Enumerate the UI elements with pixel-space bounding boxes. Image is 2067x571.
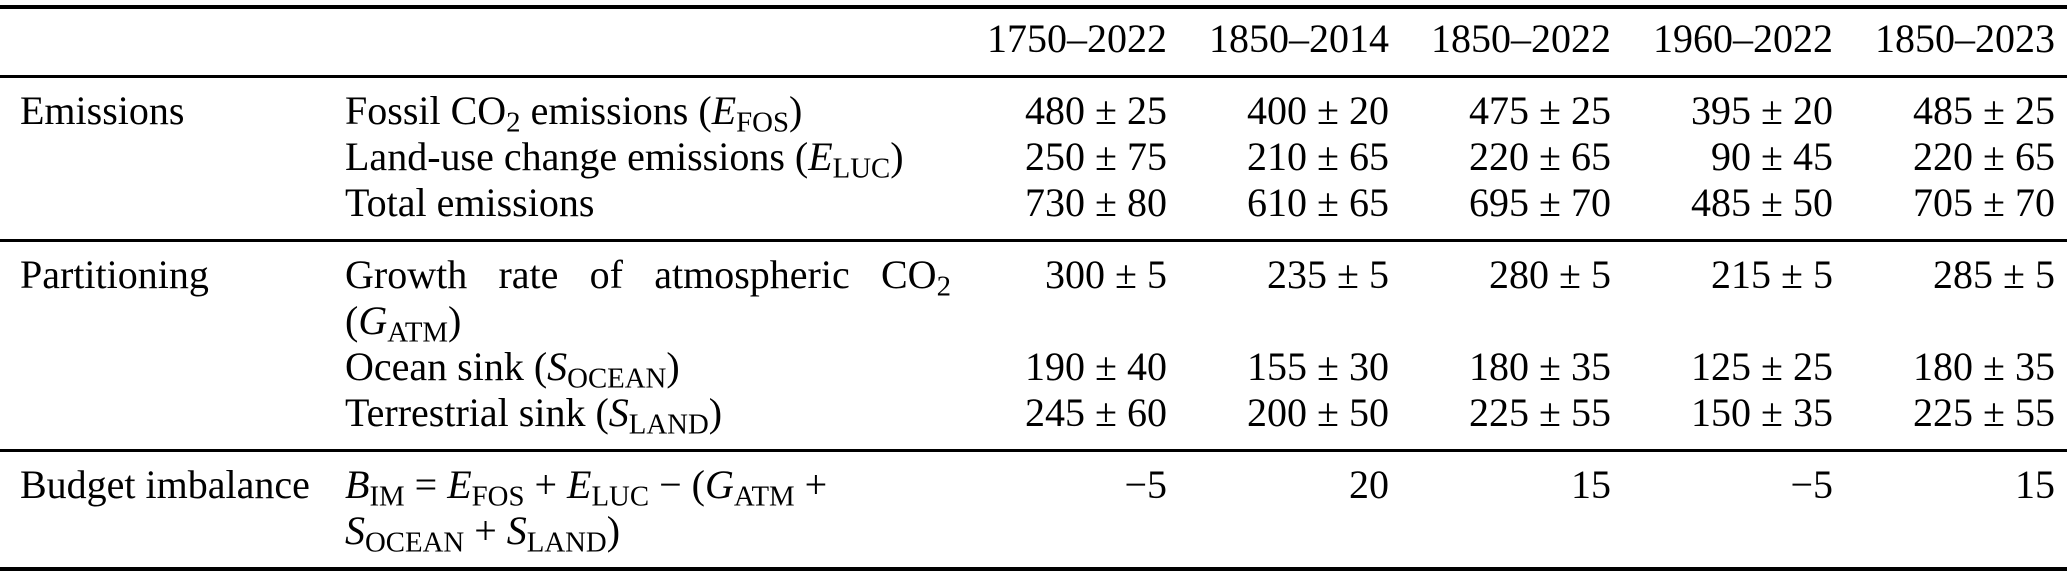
value-cell: 20 (1349, 462, 1389, 507)
table-row: Emissions Fossil CO2 emissions (EFOS) 48… (0, 77, 2067, 139)
value-cell: 480 ± 25 (1025, 88, 1167, 133)
value-cell: 245 ± 60 (1025, 390, 1167, 435)
row-label-terrestrial-sink: Terrestrial sink (SLAND) (345, 390, 723, 441)
math-var: E (711, 88, 737, 133)
row-label-line-2: (GATM) (345, 298, 462, 349)
value-cell: 150 ± 35 (1691, 390, 1833, 435)
subscript: LAND (526, 526, 607, 559)
row-label-total-emissions: Total emissions (345, 180, 595, 225)
math-var: S (608, 390, 629, 435)
value-cell: 400 ± 20 (1247, 88, 1389, 133)
math-var: S (547, 344, 568, 389)
math-var: G (358, 298, 388, 343)
value-cell: 250 ± 75 (1025, 134, 1167, 179)
value-cell: 225 ± 55 (1913, 390, 2055, 435)
value-cell: 155 ± 30 (1247, 344, 1389, 389)
value-cell: 180 ± 35 (1913, 344, 2055, 389)
subscript: IM (369, 480, 405, 513)
value-cell: 200 ± 50 (1247, 390, 1389, 435)
value-cell: 15 (2015, 462, 2055, 507)
formula-line-1: BIM = EFOS + ELUC − (GATM + (345, 462, 828, 513)
formula-line-2: SOCEAN + SLAND) (345, 508, 621, 559)
column-header-1750-2022: 1750–2022 (987, 16, 1167, 61)
value-cell: 395 ± 20 (1691, 88, 1833, 133)
row-label-fossil-co2-emissions: Fossil CO2 emissions (EFOS) (345, 88, 803, 139)
value-cell: 695 ± 70 (1469, 180, 1611, 225)
math-var: G (704, 462, 734, 507)
table-row: Ocean sink (SOCEAN) 190 ± 40 155 ± 30 18… (0, 344, 2067, 395)
row-label-growth-rate-atmospheric-co2: Growth rate of atmospheric CO2 (GATM) (345, 241, 957, 349)
math-var: E (808, 134, 833, 179)
word: Growth (345, 252, 468, 297)
table-row: Total emissions 730 ± 80 610 ± 65 695 ± … (0, 180, 2067, 241)
value-cell: 730 ± 80 (1025, 180, 1167, 225)
column-header-1850-2022: 1850–2022 (1431, 16, 1611, 61)
subscript: FOS (736, 106, 789, 139)
section-label: Budget imbalance (20, 462, 310, 507)
value-cell: 485 ± 50 (1691, 180, 1833, 225)
header-spacer-section (0, 7, 345, 77)
word: rate (498, 252, 559, 297)
subscript: FOS (471, 480, 525, 513)
value-cell: 210 ± 65 (1247, 134, 1389, 179)
value-cell: −5 (1124, 462, 1167, 507)
value-cell: 220 ± 65 (1469, 134, 1611, 179)
header-spacer-label (345, 7, 957, 77)
value-cell: 190 ± 40 (1025, 344, 1167, 389)
table-row: Partitioning Growth rate of atmospheric CO2 … (0, 241, 2067, 349)
row-label-budget-imbalance-formula: BIM = EFOS + ELUC − (GATM + SOCEAN + SLA… (345, 451, 957, 570)
table-row: Land-use change emissions (ELUC) 250 ± 7… (0, 134, 2067, 185)
word: CO2 (881, 252, 951, 303)
section-label: Emissions (20, 88, 185, 133)
word: of (589, 252, 623, 297)
row-label-line-1: Growth rate of atmospheric CO2 (345, 252, 951, 303)
subscript: OCEAN (365, 526, 465, 559)
section-budget-imbalance: Budget imbalance BIM = EFOS + ELUC − (GA… (0, 450, 2067, 570)
section-emissions: Emissions Fossil CO2 emissions (EFOS) 48… (0, 77, 2067, 241)
subscript: LUC (591, 480, 650, 513)
math-var: E (447, 462, 472, 507)
row-label-land-use-change-emissions: Land-use change emissions (ELUC) (345, 134, 904, 185)
value-cell: 300 ± 5 (1045, 252, 1167, 297)
column-header-1850-2023: 1850–2023 (1875, 16, 2055, 61)
word: atmospheric (654, 252, 850, 297)
column-header-1850-2014: 1850–2014 (1209, 16, 1389, 61)
math-var: S (345, 508, 365, 553)
value-cell: 285 ± 5 (1933, 252, 2055, 297)
value-cell: 705 ± 70 (1913, 180, 2055, 225)
section-label: Partitioning (20, 252, 209, 297)
column-header-1960-2022: 1960–2022 (1653, 16, 1833, 61)
subscript: OCEAN (567, 362, 667, 395)
table-row: Budget imbalance BIM = EFOS + ELUC − (GA… (0, 451, 2067, 570)
math-var: B (345, 462, 370, 507)
value-cell: 220 ± 65 (1913, 134, 2055, 179)
subscript: LUC (832, 152, 891, 185)
value-cell: 125 ± 25 (1691, 344, 1833, 389)
value-cell: 225 ± 55 (1469, 390, 1611, 435)
subscript: LAND (628, 408, 709, 441)
value-cell: 90 ± 45 (1711, 134, 1833, 179)
subscript: 2 (936, 270, 951, 303)
value-cell: −5 (1790, 462, 1833, 507)
table-header: 1750–2022 1850–2014 1850–2022 1960–2022 … (0, 7, 2067, 77)
subscript: ATM (733, 480, 795, 513)
math-var: E (567, 462, 592, 507)
value-cell: 610 ± 65 (1247, 180, 1389, 225)
section-partitioning: Partitioning Growth rate of atmospheric CO2 … (0, 240, 2067, 451)
value-cell: 15 (1571, 462, 1611, 507)
subscript: 2 (506, 106, 521, 139)
value-cell: 235 ± 5 (1267, 252, 1389, 297)
value-cell: 215 ± 5 (1711, 252, 1833, 297)
math-var: S (506, 508, 527, 553)
row-label-ocean-sink: Ocean sink (SOCEAN) (345, 344, 680, 395)
header-row: 1750–2022 1850–2014 1850–2022 1960–2022 … (0, 7, 2067, 77)
carbon-budget-table: 1750–2022 1850–2014 1850–2022 1960–2022 … (0, 5, 2067, 571)
value-cell: 180 ± 35 (1469, 344, 1611, 389)
value-cell: 280 ± 5 (1489, 252, 1611, 297)
value-cell: 475 ± 25 (1469, 88, 1611, 133)
table-row: Terrestrial sink (SLAND) 245 ± 60 200 ± … (0, 390, 2067, 451)
subscript: ATM (387, 316, 449, 349)
value-cell: 485 ± 25 (1913, 88, 2055, 133)
